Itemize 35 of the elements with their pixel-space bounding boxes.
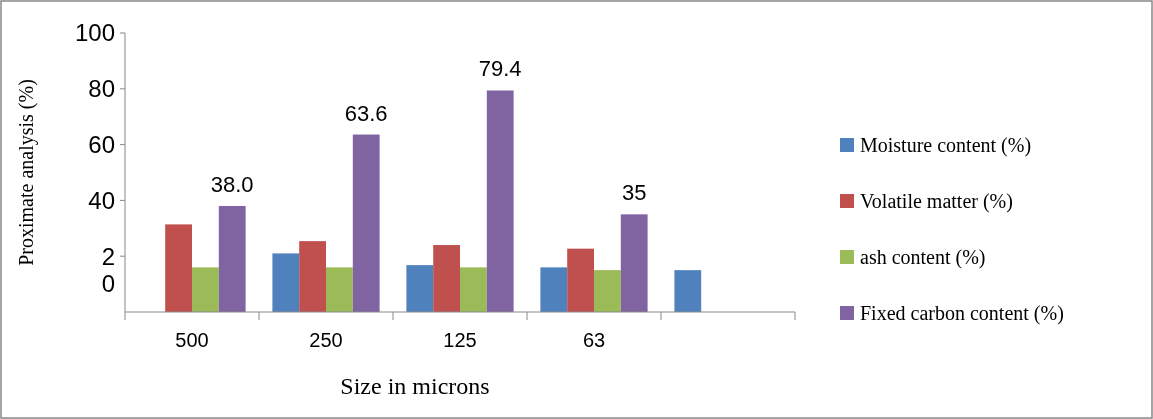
data-label: 35: [621, 180, 647, 206]
bar: [272, 253, 300, 312]
legend-label: Fixed carbon content (%): [860, 302, 1064, 325]
bar: [540, 267, 568, 312]
bar: [486, 90, 514, 312]
bar: [299, 241, 326, 312]
bar: [406, 265, 434, 312]
bar: [165, 224, 192, 312]
x-tick-label: 125: [443, 329, 477, 351]
y-tick-label: 100: [74, 19, 115, 47]
y-tick-label: 2 0: [101, 242, 115, 298]
legend-label: ash content (%): [860, 246, 986, 269]
data-label: 63.6: [344, 100, 388, 126]
x-tick-label: 63: [582, 329, 606, 351]
bar: [594, 270, 621, 312]
bar: [460, 267, 487, 312]
legend-label: Moisture content (%): [860, 134, 1032, 157]
data-label: 38.0: [210, 171, 254, 197]
bar: [567, 248, 594, 312]
bar: [192, 267, 219, 312]
bar: [433, 245, 460, 312]
bar: [674, 270, 702, 312]
x-axis-title: Size in microns: [340, 373, 490, 399]
bar: [620, 214, 648, 312]
y-tick-label: 60: [88, 131, 115, 158]
y-tick-label: 40: [88, 186, 115, 214]
legend-label: Volatile matter (%): [860, 190, 1013, 213]
data-label: 79.4: [478, 56, 522, 82]
bar: [218, 205, 246, 312]
x-tick-label: 500: [175, 329, 209, 351]
bar: [326, 267, 353, 312]
bar: [352, 134, 380, 312]
y-tick-label: 80: [88, 75, 115, 103]
y-axis-title: Proximate analysis (%): [15, 79, 38, 266]
x-tick-label: 250: [309, 329, 343, 351]
